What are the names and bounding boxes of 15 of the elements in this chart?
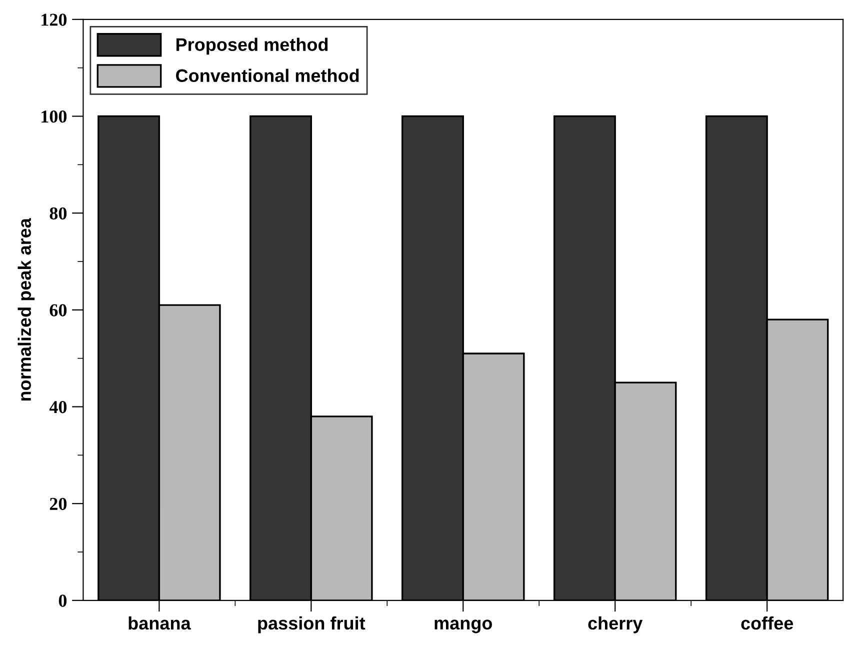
legend-label: Conventional method bbox=[176, 68, 359, 82]
x-tick-label: mango bbox=[434, 620, 492, 634]
y-axis-title: normalized peak area bbox=[18, 218, 35, 401]
y-tick-label: 20 bbox=[50, 498, 67, 510]
y-tick-label: 40 bbox=[49, 401, 67, 414]
y-tick-label: 120 bbox=[42, 14, 67, 26]
x-tick-label: cherry bbox=[588, 616, 643, 634]
y-tick-label: 0 bbox=[58, 594, 67, 607]
y-tick-label: 100 bbox=[42, 110, 67, 123]
y-tick-label: 60 bbox=[50, 304, 67, 316]
x-tick-label: coffee bbox=[741, 616, 794, 630]
x-tick-label: banana bbox=[128, 616, 191, 630]
y-tick-label: 80 bbox=[50, 207, 67, 220]
legend-label: Proposed method bbox=[176, 38, 328, 55]
x-tick-label: passion fruit bbox=[258, 616, 366, 634]
